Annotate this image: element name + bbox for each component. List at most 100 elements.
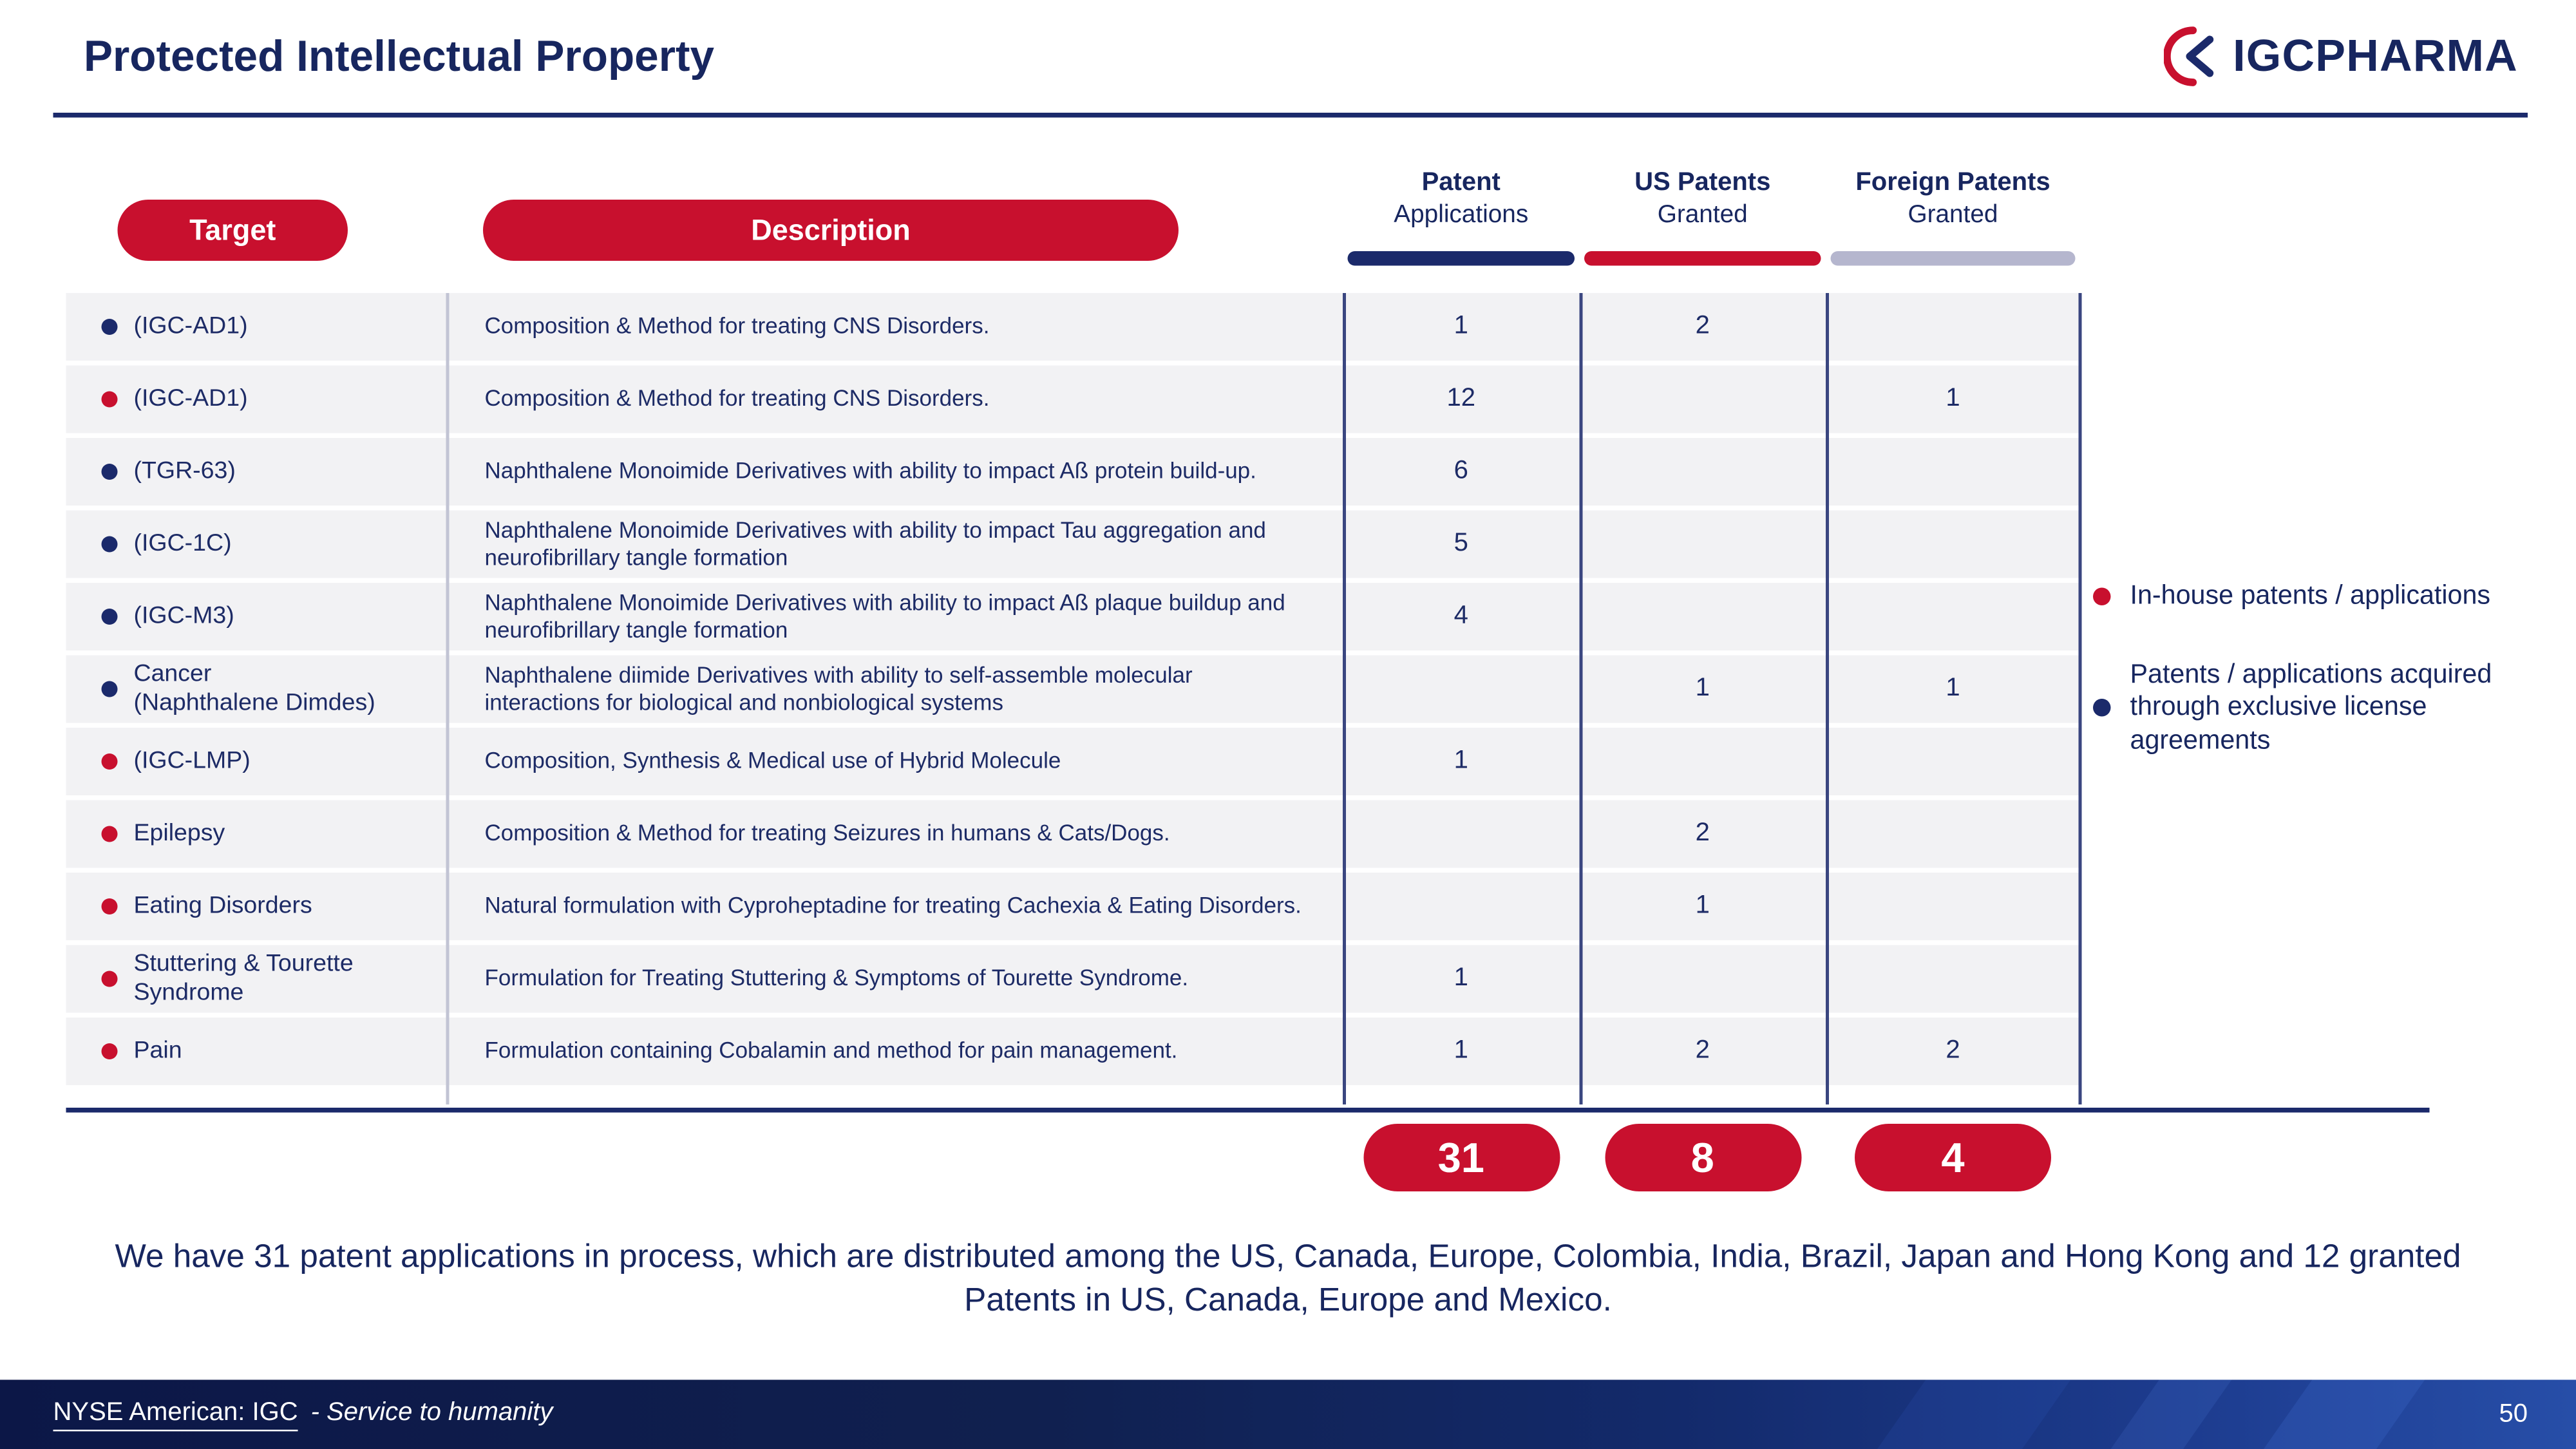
description-cell: Composition & Method for treating CNS Di… xyxy=(484,312,990,339)
description-cell: Formulation for Treating Stuttering & Sy… xyxy=(484,965,1189,991)
column-underline-bar xyxy=(1584,251,1821,266)
table-row: (IGC-LMP) Composition, Synthesis & Medica… xyxy=(66,728,2080,795)
column-divider xyxy=(1826,293,1828,1104)
column-divider xyxy=(2078,293,2081,1104)
description-header-pill: Description xyxy=(483,200,1179,261)
in-house-bullet-icon xyxy=(101,1043,118,1059)
description-cell: Naphthalene Monoimide Derivatives with a… xyxy=(484,457,1256,484)
decorative-stripe xyxy=(1860,1379,2085,1449)
total-pill-us: 8 xyxy=(1604,1124,1801,1191)
footer-bar: NYSE American: IGC - Service to humanity… xyxy=(0,1379,2576,1449)
description-cell: Naphthalene Monoimide Derivatives with a… xyxy=(484,516,1266,570)
description-cell: Formulation containing Cobalamin and met… xyxy=(484,1037,1178,1063)
company-logo: IGCPHARMA xyxy=(2163,26,2518,87)
target-cell: (TGR-63) xyxy=(66,438,446,506)
page-number: 50 xyxy=(2499,1399,2528,1428)
target-cell: (IGC-LMP) xyxy=(66,728,446,795)
us-patents-granted-value: 1 xyxy=(1695,674,1710,703)
target-cell: (IGC-1C) xyxy=(66,511,446,578)
patent-applications-value xyxy=(1343,873,1580,940)
target-label: (IGC-AD1) xyxy=(133,384,248,413)
target-label: (IGC-LMP) xyxy=(133,747,251,775)
patent-applications-value: 5 xyxy=(1454,529,1468,558)
table-row: (IGC-1C) Naphthalene Monoimide Derivative… xyxy=(66,510,2080,578)
description-cell: Composition & Method for treating CNS Di… xyxy=(484,385,990,412)
target-label: (IGC-AD1) xyxy=(133,312,248,340)
column-header-line2: Granted xyxy=(1657,201,1748,229)
totals-divider xyxy=(66,1108,2430,1113)
target-cell: (IGC-AD1) xyxy=(66,293,446,361)
total-pill-apps: 31 xyxy=(1363,1124,1560,1191)
target-label: (IGC-1C) xyxy=(133,529,232,558)
total-pill-foreign: 4 xyxy=(1855,1124,2051,1191)
foreign-patents-granted-value xyxy=(1826,438,2080,506)
table-row: Eating Disorders Natural formulation with… xyxy=(66,873,2080,940)
target-cell: Epilepsy xyxy=(66,800,446,868)
logo-text: IGCPHARMA xyxy=(2233,31,2518,82)
foreign-patents-granted-value xyxy=(1826,728,2080,795)
column-header-line1: US Patents xyxy=(1634,169,1771,197)
us-patents-granted-value xyxy=(1580,438,1826,506)
patent-table: (IGC-AD1) Composition & Method for treati… xyxy=(66,293,2080,1090)
us-patents-granted-value: 2 xyxy=(1695,312,1710,340)
description-cell: Naphthalene diimide Derivatives with abi… xyxy=(484,661,1193,715)
patent-applications-value: 6 xyxy=(1454,457,1468,485)
footer-tagline: - Service to humanity xyxy=(310,1398,553,1426)
column-header-us: US Patents Granted xyxy=(1580,167,1826,266)
page-title: Protected Intellectual Property xyxy=(84,32,715,80)
target-label: Stuttering & Tourette Syndrome xyxy=(133,950,354,1007)
foreign-patents-granted-value xyxy=(1826,583,2080,650)
column-header-foreign: Foreign Patents Granted xyxy=(1826,167,2080,266)
column-header-line1: Patent xyxy=(1421,169,1501,197)
target-cell: Cancer (Naphthalene Dimdes) xyxy=(66,656,446,723)
legend-label: In-house patents / applications xyxy=(2130,581,2491,611)
table-row: Cancer (Naphthalene Dimdes) Naphthalene d… xyxy=(66,655,2080,723)
patent-applications-value: 4 xyxy=(1454,602,1468,630)
foreign-patents-granted-value xyxy=(1826,873,2080,940)
legend-label: Patents / applications acquired through … xyxy=(2130,659,2492,755)
target-cell: Pain xyxy=(66,1018,446,1085)
foreign-patents-granted-value: 1 xyxy=(1946,384,1960,413)
us-patents-granted-value: 1 xyxy=(1695,892,1710,920)
in-house-bullet-icon xyxy=(101,826,118,842)
column-header-apps: Patent Applications xyxy=(1343,167,1580,266)
table-row: (IGC-AD1) Composition & Method for treati… xyxy=(66,365,2080,433)
foreign-patents-granted-value: 1 xyxy=(1946,674,1960,703)
logo-icon xyxy=(2163,26,2213,86)
table-row: (IGC-AD1) Composition & Method for treati… xyxy=(66,293,2080,361)
legend: In-house patents / applications Patents /… xyxy=(2093,580,2508,757)
us-patents-granted-value xyxy=(1580,511,1826,578)
foreign-patents-granted-value: 2 xyxy=(1946,1037,1960,1065)
target-label: Pain xyxy=(133,1037,182,1065)
foreign-patents-granted-value xyxy=(1826,293,2080,361)
in-house-bullet-icon xyxy=(101,753,118,770)
in-house-bullet-icon xyxy=(101,898,118,914)
target-label: Epilepsy xyxy=(133,819,225,848)
us-patents-granted-value xyxy=(1580,945,1826,1013)
description-cell: Composition & Method for treating Seizur… xyxy=(484,820,1170,846)
us-patents-granted-value xyxy=(1580,728,1826,795)
target-label: Eating Disorders xyxy=(133,892,312,920)
foreign-patents-granted-value xyxy=(1826,945,2080,1013)
patent-applications-value: 1 xyxy=(1454,1037,1468,1065)
target-label: Cancer (Naphthalene Dimdes) xyxy=(133,660,375,717)
summary-text: We have 31 patent applications in proces… xyxy=(115,1238,2461,1318)
patent-applications-value: 1 xyxy=(1454,747,1468,775)
description-cell: Naphthalene Monoimide Derivatives with a… xyxy=(484,588,1285,643)
licensed-bullet-icon xyxy=(101,464,118,480)
legend-item: In-house patents / applications xyxy=(2093,580,2508,613)
decorative-stripe xyxy=(2094,1379,2246,1449)
table-row: Pain Formulation containing Cobalamin and… xyxy=(66,1018,2080,1085)
licensed-bullet-icon xyxy=(101,681,118,697)
table-row: Epilepsy Composition & Method for treatin… xyxy=(66,800,2080,868)
column-divider xyxy=(1343,293,1345,1104)
header-divider xyxy=(53,113,2528,118)
foreign-patents-granted-value xyxy=(1826,511,2080,578)
column-header-line2: Granted xyxy=(1908,201,1998,229)
footer-left: NYSE American: IGC - Service to humanity xyxy=(53,1398,553,1431)
target-cell: (IGC-AD1) xyxy=(66,366,446,433)
us-patents-granted-value: 2 xyxy=(1695,1037,1710,1065)
column-divider xyxy=(1579,293,1582,1104)
footer-exchange: NYSE American: IGC xyxy=(53,1398,298,1431)
